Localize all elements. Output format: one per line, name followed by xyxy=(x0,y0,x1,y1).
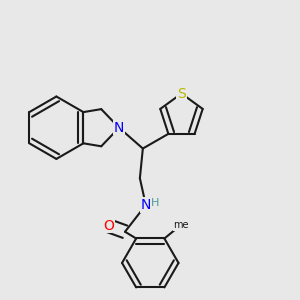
Text: O: O xyxy=(103,219,114,233)
Text: N: N xyxy=(141,198,151,212)
Text: S: S xyxy=(177,86,186,100)
Text: H: H xyxy=(151,198,160,208)
Text: me: me xyxy=(173,220,188,230)
Text: N: N xyxy=(114,121,124,135)
